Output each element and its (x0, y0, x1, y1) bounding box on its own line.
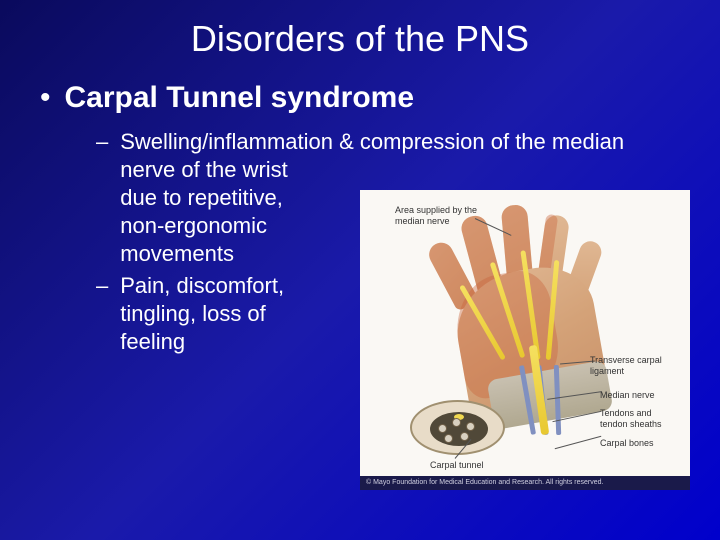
label-transverse: Transverse carpal ligament (590, 355, 680, 377)
label-tendons: Tendons and tendon sheaths (600, 408, 680, 430)
main-bullet-text: Carpal Tunnel syndrome (65, 80, 415, 116)
figure-copyright: © Mayo Foundation for Medical Education … (360, 476, 690, 490)
sub-text-wrap: nerve of the wrist due to repetitive, no… (120, 156, 320, 268)
sub-text-2: Pain, discomfort, tingling, loss of feel… (120, 272, 320, 356)
sub-text-line1: Swelling/inflammation & compression of t… (120, 128, 624, 156)
slide-title: Disorders of the PNS (0, 18, 720, 60)
cross-section (410, 400, 505, 455)
bullet-marker: • (40, 80, 51, 116)
title-area: Disorders of the PNS (0, 0, 720, 80)
label-median-nerve: Median nerve (600, 390, 680, 401)
cs-tendon-dot (444, 434, 453, 443)
cross-inner (430, 412, 488, 446)
label-carpal-bones: Carpal bones (600, 438, 680, 449)
sub-marker: – (96, 128, 108, 156)
cs-tendon-dot (466, 422, 475, 431)
cs-tendon-dot (460, 432, 469, 441)
cs-tendon-dot (452, 418, 461, 427)
label-area-supplied: Area supplied by the median nerve (395, 205, 505, 227)
label-carpal-tunnel: Carpal tunnel (430, 460, 510, 471)
sub-marker: – (96, 272, 108, 300)
anatomy-figure: Area supplied by the median nerve Transv… (360, 190, 690, 490)
cs-tendon-dot (438, 424, 447, 433)
main-bullet: • Carpal Tunnel syndrome (40, 80, 690, 116)
